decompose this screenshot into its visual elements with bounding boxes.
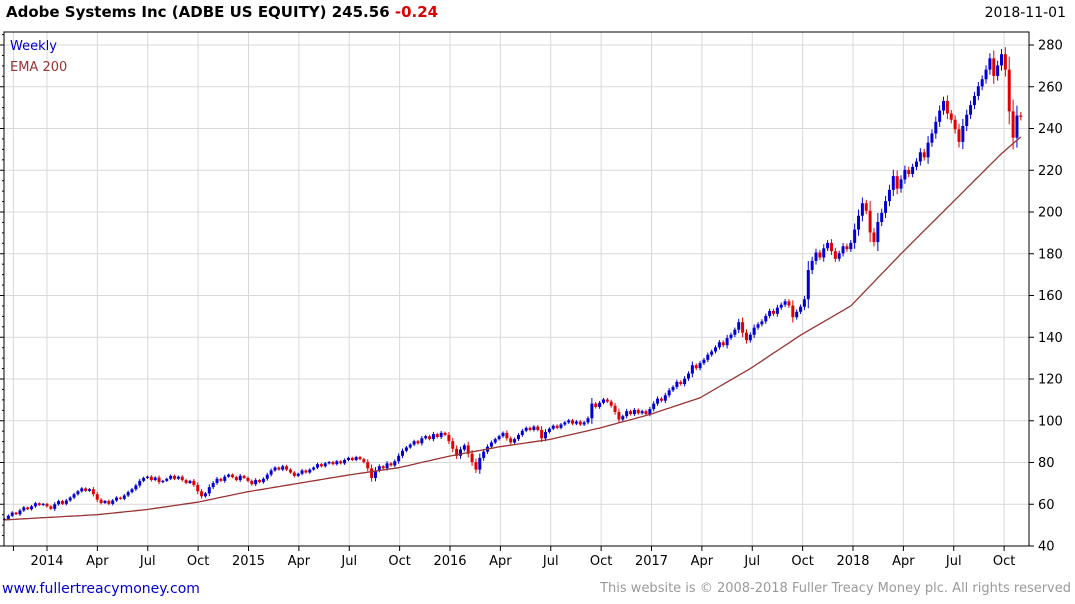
svg-text:Jul: Jul: [743, 554, 760, 569]
svg-text:180: 180: [1038, 247, 1063, 262]
svg-text:Jul: Jul: [945, 554, 962, 569]
date-label: 2018-11-01: [984, 5, 1066, 21]
svg-text:240: 240: [1038, 122, 1063, 137]
svg-text:120: 120: [1038, 373, 1063, 388]
svg-text:Jul: Jul: [139, 554, 156, 569]
svg-text:Apr: Apr: [86, 554, 109, 569]
svg-text:2016: 2016: [433, 554, 466, 569]
legend-series-ema: EMA 200: [10, 60, 68, 75]
svg-text:Apr: Apr: [489, 554, 512, 569]
svg-text:2017: 2017: [635, 554, 668, 569]
svg-text:2015: 2015: [232, 554, 265, 569]
svg-text:Apr: Apr: [691, 554, 714, 569]
svg-text:80: 80: [1038, 456, 1055, 471]
svg-text:260: 260: [1038, 80, 1063, 95]
svg-text:Oct: Oct: [388, 554, 410, 569]
svg-text:200: 200: [1038, 206, 1063, 221]
svg-text:280: 280: [1038, 39, 1063, 54]
svg-text:40: 40: [1038, 540, 1055, 555]
site-link[interactable]: www.fullertreacymoney.com: [2, 581, 200, 597]
svg-text:2018: 2018: [836, 554, 869, 569]
legend-series-weekly: Weekly: [10, 39, 57, 54]
svg-text:Jul: Jul: [340, 554, 357, 569]
svg-text:100: 100: [1038, 414, 1063, 429]
page-title: Adobe Systems Inc (ADBE US EQUITY) 245.5…: [6, 3, 438, 21]
svg-text:Oct: Oct: [993, 554, 1015, 569]
svg-text:Jul: Jul: [542, 554, 559, 569]
svg-text:2014: 2014: [30, 554, 63, 569]
instrument-title: Adobe Systems Inc (ADBE US EQUITY) 245.5…: [6, 3, 390, 21]
svg-text:Apr: Apr: [892, 554, 915, 569]
svg-text:220: 220: [1038, 164, 1063, 179]
svg-text:160: 160: [1038, 289, 1063, 304]
svg-text:Oct: Oct: [187, 554, 209, 569]
svg-text:60: 60: [1038, 498, 1055, 513]
chart-legend: Weekly EMA 200: [10, 36, 67, 78]
svg-text:Oct: Oct: [590, 554, 612, 569]
svg-text:Apr: Apr: [288, 554, 311, 569]
svg-text:Oct: Oct: [791, 554, 813, 569]
svg-text:140: 140: [1038, 331, 1063, 346]
copyright-text: This website is © 2008-2018 Fuller Treac…: [600, 581, 1071, 596]
price-change: -0.24: [394, 3, 439, 21]
